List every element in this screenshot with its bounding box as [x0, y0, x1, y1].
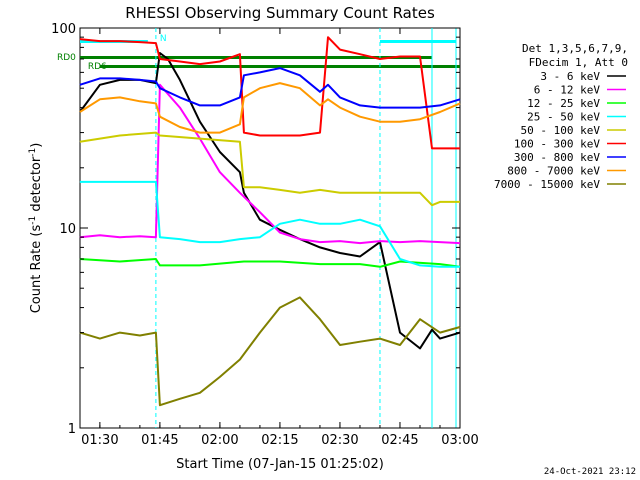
- series-line-2: [79, 258, 461, 268]
- y-axis-label-end: ): [29, 143, 44, 148]
- y-tick-label-1: 10: [59, 222, 76, 237]
- x-tick-label-5: 02:45: [381, 433, 418, 448]
- x-tick-label-6: 03:00: [441, 433, 478, 448]
- flags-layer: N RD0 RD6: [57, 34, 460, 72]
- plot-frame: [79, 27, 461, 429]
- series-layer: [79, 36, 461, 407]
- y-axis-label-rest: detector: [29, 156, 44, 216]
- flag-bar-rd6: [99, 65, 460, 68]
- series-line-7: [79, 82, 461, 134]
- legend: Det 1,3,5,6,7,9, FDecim 1, Att 0 3 - 6 k…: [494, 42, 628, 191]
- legend-label-0: 3 - 6 keV: [540, 70, 600, 83]
- timestamp: 24-Oct-2021 23:12: [544, 467, 636, 477]
- legend-label-1: 6 - 12 keV: [534, 84, 601, 97]
- legend-label-7: 800 - 7000 keV: [507, 165, 600, 178]
- y-axis-label-main: Count Rate (s: [29, 225, 44, 314]
- series-line-6: [79, 67, 461, 109]
- night-markers: [155, 28, 457, 428]
- series-line-0: [79, 52, 461, 350]
- legend-label-6: 300 - 800 keV: [514, 151, 600, 164]
- legend-label-8: 7000 - 15000 keV: [494, 178, 600, 191]
- x-axis-label: Start Time (07-Jan-15 01:25:02): [176, 457, 384, 472]
- x-axis: 01:30 01:45 02:00 02:15 02:30 02:45 03:00: [81, 28, 479, 448]
- x-tick-label-4: 02:30: [321, 433, 358, 448]
- series-line-8: [79, 296, 461, 407]
- flag-bar-rd0: [80, 56, 432, 59]
- legend-label-4: 50 - 100 keV: [521, 124, 601, 137]
- flag-label-rd6: RD6: [88, 62, 107, 72]
- series-line-5: [79, 36, 460, 150]
- y-axis: 1 10 100: [51, 22, 460, 437]
- chart-title: RHESSI Observing Summary Count Rates: [125, 4, 435, 22]
- y-axis-label-sup: -1: [28, 216, 38, 225]
- y-axis-label-sup2: -1: [28, 148, 38, 157]
- y-tick-label-2: 100: [51, 22, 76, 37]
- legend-header-line-2: FDecim 1, Att 0: [529, 56, 628, 69]
- y-tick-label-0: 1: [68, 422, 76, 437]
- flag-label-rd0: RD0: [57, 53, 76, 63]
- flag-bar-n-2: [379, 40, 456, 43]
- x-tick-label-3: 02:15: [261, 433, 298, 448]
- legend-label-3: 25 - 50 keV: [527, 111, 600, 124]
- legend-label-5: 100 - 300 keV: [514, 138, 600, 151]
- legend-header-line-1: Det 1,3,5,6,7,9,: [522, 42, 628, 55]
- series-line-4: [79, 131, 460, 207]
- legend-label-2: 12 - 25 keV: [527, 97, 600, 110]
- y-axis-label: Count Rate (s-1 detector-1): [28, 143, 44, 314]
- series-line-1: [79, 83, 461, 245]
- x-tick-label-0: 01:30: [81, 433, 118, 448]
- x-tick-label-1: 01:45: [141, 433, 178, 448]
- flag-label-n: N: [160, 34, 167, 44]
- series-line-3: [79, 180, 460, 268]
- x-tick-label-2: 02:00: [201, 433, 238, 448]
